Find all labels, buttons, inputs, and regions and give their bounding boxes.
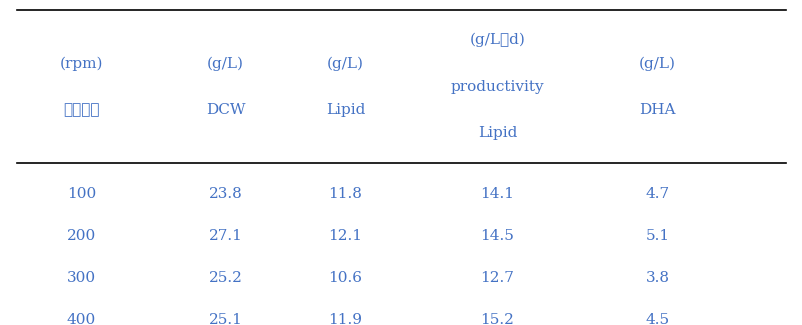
Text: 400: 400 [67,313,96,325]
Text: 200: 200 [67,229,96,243]
Text: (rpm): (rpm) [59,56,103,71]
Text: (g/L): (g/L) [326,56,363,71]
Text: 14.5: 14.5 [480,229,514,243]
Text: 12.7: 12.7 [480,271,514,285]
Text: 300: 300 [67,271,96,285]
Text: DHA: DHA [638,103,675,117]
Text: 27.1: 27.1 [209,229,242,243]
Text: 3.8: 3.8 [645,271,669,285]
Text: (g/L－d): (g/L－d) [469,33,525,47]
Text: (g/L): (g/L) [638,56,675,71]
Text: 4.5: 4.5 [645,313,669,325]
Text: 10.6: 10.6 [328,271,362,285]
Text: productivity: productivity [450,80,544,94]
Text: 11.8: 11.8 [328,187,362,201]
Text: Lipid: Lipid [326,103,365,117]
Text: 12.1: 12.1 [328,229,362,243]
Text: (g/L): (g/L) [207,56,244,71]
Text: 11.9: 11.9 [328,313,362,325]
Text: Lipid: Lipid [477,126,516,140]
Text: 15.2: 15.2 [480,313,514,325]
Text: 교반속도: 교반속도 [63,103,99,117]
Text: 25.2: 25.2 [209,271,242,285]
Text: 4.7: 4.7 [645,187,669,201]
Text: 25.1: 25.1 [209,313,242,325]
Text: 100: 100 [67,187,96,201]
Text: 5.1: 5.1 [645,229,669,243]
Text: 14.1: 14.1 [480,187,514,201]
Text: 23.8: 23.8 [209,187,242,201]
Text: DCW: DCW [205,103,245,117]
